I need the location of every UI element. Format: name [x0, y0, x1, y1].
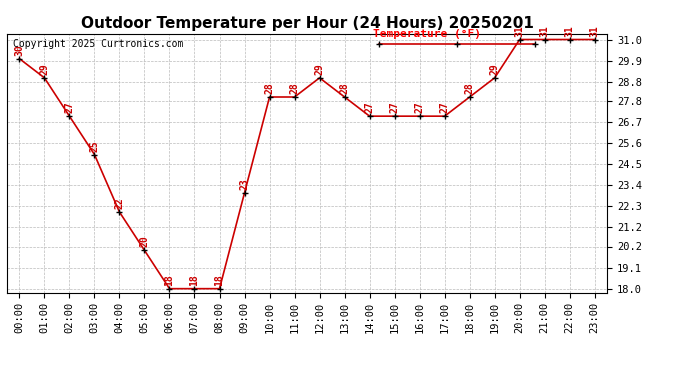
Text: 29: 29 [39, 63, 50, 75]
Text: 28: 28 [290, 82, 299, 94]
Text: 31: 31 [515, 25, 524, 37]
Text: 31: 31 [590, 25, 600, 37]
Text: 31: 31 [564, 25, 575, 37]
Text: 27: 27 [64, 102, 75, 113]
Text: 31: 31 [540, 25, 550, 37]
Text: 22: 22 [115, 197, 124, 209]
Text: 27: 27 [440, 102, 450, 113]
Text: 29: 29 [315, 63, 324, 75]
Text: 18: 18 [215, 274, 224, 286]
Text: 30: 30 [14, 44, 24, 56]
Text: 20: 20 [139, 236, 150, 248]
Text: 27: 27 [415, 102, 424, 113]
Text: 27: 27 [390, 102, 400, 113]
Text: 29: 29 [490, 63, 500, 75]
Text: 28: 28 [464, 82, 475, 94]
Text: 27: 27 [364, 102, 375, 113]
Text: Temperature (°F): Temperature (°F) [373, 29, 481, 39]
Text: 28: 28 [339, 82, 350, 94]
Text: Copyright 2025 Curtronics.com: Copyright 2025 Curtronics.com [13, 39, 184, 49]
Text: 25: 25 [90, 140, 99, 152]
Text: 18: 18 [190, 274, 199, 286]
Text: 18: 18 [164, 274, 175, 286]
Text: 23: 23 [239, 178, 250, 190]
Title: Outdoor Temperature per Hour (24 Hours) 20250201: Outdoor Temperature per Hour (24 Hours) … [81, 16, 533, 31]
Text: 28: 28 [264, 82, 275, 94]
